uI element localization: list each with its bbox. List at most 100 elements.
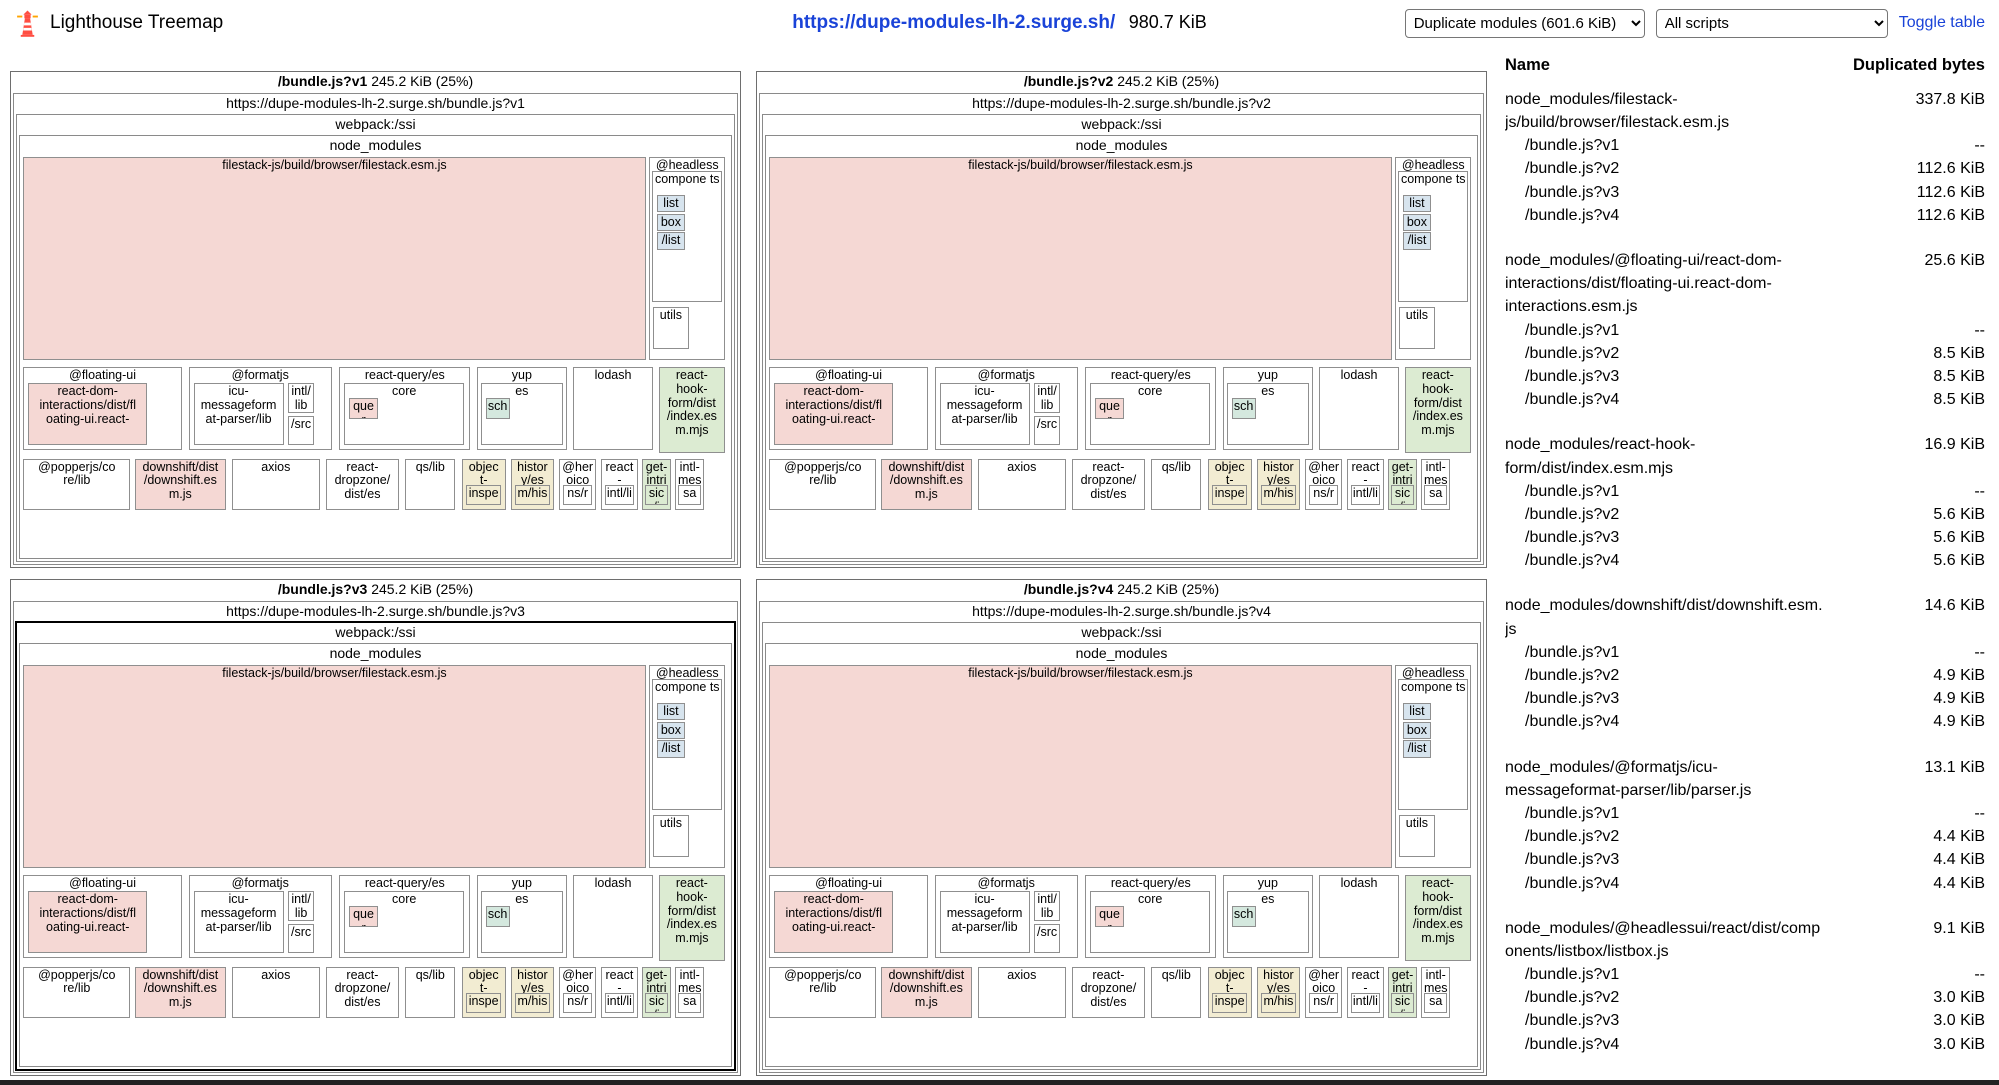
script-select[interactable]: All scripts: [1655, 8, 1888, 38]
script-node[interactable]: https://dupe-modules-lh-2.surge.sh/bundl…: [759, 601, 1484, 1073]
treemap-node[interactable]: yup es sch: [476, 367, 568, 450]
treemap-node[interactable]: core quer: [1090, 891, 1211, 953]
treemap-node[interactable]: ns/re: [1309, 993, 1339, 1014]
treemap-node[interactable]: @formatjs icu- messageform at-parser/lib i…: [934, 875, 1078, 958]
treemap-node[interactable]: es sch: [1227, 383, 1309, 445]
treemap-node[interactable]: /src: [1034, 415, 1060, 445]
treemap-node[interactable]: @headless compone ts list box/list utils: [1395, 664, 1472, 869]
treemap-node[interactable]: core quer: [344, 891, 465, 953]
treemap-node[interactable]: utils: [653, 306, 689, 350]
treemap-node[interactable]: intl- messag: [675, 458, 705, 511]
webpack-node[interactable]: webpack:/ssi node_modules filestack-js/bui…: [762, 622, 1481, 1070]
table-subrow[interactable]: /bundle.js?v4 5.6 KiB: [1505, 549, 1985, 572]
treemap-node[interactable]: es sch: [481, 891, 563, 953]
treemap-node[interactable]: lodash: [1319, 367, 1399, 450]
treemap-node[interactable]: get- intrinsic/i: [642, 458, 672, 511]
treemap-node[interactable]: ns/re: [1309, 485, 1339, 506]
treemap-node[interactable]: compone ts list box/list: [1398, 170, 1469, 302]
treemap-node[interactable]: box: [1403, 213, 1431, 232]
treemap-node[interactable]: react - intl/li: [601, 966, 638, 1019]
treemap-node[interactable]: sch: [1231, 906, 1256, 928]
treemap-node[interactable]: intl/lib: [288, 383, 314, 414]
treemap-node[interactable]: m/his: [514, 485, 550, 506]
treemap-node[interactable]: react- dropzone/ dist/es: [1072, 458, 1145, 511]
table-subrow[interactable]: /bundle.js?v2 8.5 KiB: [1505, 342, 1985, 365]
treemap-node[interactable]: inspe: [466, 993, 502, 1014]
treemap-node[interactable]: react - intl/li: [1347, 458, 1384, 511]
treemap-node[interactable]: yup es sch: [1222, 367, 1314, 450]
treemap-node[interactable]: react-dom- interactions/dist/fl oating-u…: [28, 383, 148, 445]
treemap-node[interactable]: react- dropzone/ dist/es: [326, 458, 399, 511]
treemap-node[interactable]: ns/re: [563, 485, 593, 506]
table-subrow[interactable]: /bundle.js?v3 4.9 KiB: [1505, 687, 1985, 710]
treemap-node[interactable]: react- dropzone/ dist/es: [1072, 966, 1145, 1019]
treemap-node[interactable]: react- hook- form/dist /index.es m.mjs: [659, 875, 725, 962]
treemap-node[interactable]: utils: [1399, 306, 1435, 350]
treemap-node[interactable]: react- hook- form/dist /index.es m.mjs: [659, 367, 725, 454]
treemap-node[interactable]: compone ts list box/list: [1398, 678, 1469, 810]
table-row-group[interactable]: node_modules/@floating-ui/react-dom-inte…: [1505, 249, 1985, 411]
treemap-node[interactable]: @floating-ui react-dom- interactions/dist…: [23, 875, 182, 958]
treemap-node[interactable]: sag: [678, 993, 702, 1014]
treemap-node[interactable]: sic/i: [1391, 993, 1414, 1014]
treemap-node[interactable]: lodash: [573, 367, 653, 450]
treemap-node[interactable]: qs/lib: [405, 966, 456, 1019]
node-modules-node[interactable]: node_modules filestack-js/build/browser/f…: [765, 135, 1478, 559]
treemap-node[interactable]: react-dom- interactions/dist/fl oating-u…: [774, 891, 894, 953]
table-subrow[interactable]: /bundle.js?v2 5.6 KiB: [1505, 503, 1985, 526]
treemap-node[interactable]: quer: [349, 906, 378, 928]
table-subrow[interactable]: /bundle.js?v4 8.5 KiB: [1505, 388, 1985, 411]
treemap-node[interactable]: axios: [977, 966, 1066, 1019]
treemap-node[interactable]: /list: [657, 740, 685, 758]
treemap-node[interactable]: react-dom- interactions/dist/fl oating-u…: [774, 383, 894, 445]
table-subrow[interactable]: /bundle.js?v3 112.6 KiB: [1505, 181, 1985, 204]
treemap-node[interactable]: intl/lib: [1034, 383, 1060, 414]
treemap-node[interactable]: compone ts list box/list: [652, 170, 723, 302]
treemap-node[interactable]: sag: [678, 485, 702, 506]
treemap-node[interactable]: objec t-inspe: [1207, 458, 1252, 511]
treemap-node[interactable]: @floating-ui react-dom- interactions/dist…: [769, 367, 928, 450]
treemap-node[interactable]: objec t-inspe: [461, 966, 506, 1019]
treemap-node[interactable]: histor y/es m/his: [1256, 458, 1301, 511]
table-subrow[interactable]: /bundle.js?v1 --: [1505, 641, 1985, 664]
script-node[interactable]: https://dupe-modules-lh-2.surge.sh/bundl…: [759, 93, 1484, 565]
table-subrow[interactable]: /bundle.js?v2 3.0 KiB: [1505, 986, 1985, 1009]
node-modules-node[interactable]: node_modules filestack-js/build/browser/f…: [19, 135, 732, 559]
treemap-node[interactable]: /src: [1034, 923, 1060, 953]
treemap-node[interactable]: intl/li: [604, 485, 634, 506]
treemap-node[interactable]: sag: [1424, 485, 1448, 506]
webpack-node[interactable]: webpack:/ssi node_modules filestack-js/bui…: [15, 621, 736, 1071]
treemap-node[interactable]: histor y/es m/his: [510, 458, 555, 511]
treemap-node[interactable]: @formatjs icu- messageform at-parser/lib i…: [188, 367, 332, 450]
treemap-node[interactable]: @headless compone ts list box/list utils: [649, 156, 726, 361]
script-node[interactable]: https://dupe-modules-lh-2.surge.sh/bundl…: [13, 93, 738, 565]
treemap-node[interactable]: utils: [653, 814, 689, 858]
treemap-node[interactable]: react - intl/li: [1347, 966, 1384, 1019]
treemap-node[interactable]: ns/re: [563, 993, 593, 1014]
treemap-node[interactable]: filestack-js/build/browser/filestack.esm…: [23, 664, 646, 869]
treemap-node[interactable]: @popperjs/co re/lib: [23, 966, 131, 1019]
treemap-node[interactable]: react- hook- form/dist /index.es m.mjs: [1405, 875, 1471, 962]
treemap-node[interactable]: icu- messageform at-parser/lib: [193, 891, 284, 953]
treemap-node[interactable]: inspe: [466, 485, 502, 506]
table-row-group[interactable]: node_modules/@formatjs/icu-messageformat…: [1505, 756, 1985, 895]
treemap-node[interactable]: downshift/dist /downshift.es m.js: [881, 458, 972, 511]
treemap-node[interactable]: histor y/es m/his: [1256, 966, 1301, 1019]
treemap-node[interactable]: histor y/es m/his: [510, 966, 555, 1019]
view-mode-select[interactable]: Duplicate modules (601.6 KiB): [1404, 8, 1645, 38]
treemap-node[interactable]: intl- messag: [1421, 458, 1451, 511]
table-subrow[interactable]: /bundle.js?v4 4.4 KiB: [1505, 872, 1985, 895]
treemap-node[interactable]: inspe: [1212, 485, 1248, 506]
treemap-node[interactable]: yup es sch: [1222, 875, 1314, 958]
treemap-node[interactable]: axios: [231, 966, 320, 1019]
treemap-node[interactable]: filestack-js/build/browser/filestack.esm…: [23, 156, 646, 361]
treemap-node[interactable]: es sch: [481, 383, 563, 445]
treemap-node[interactable]: core quer: [344, 383, 465, 445]
table-subrow[interactable]: /bundle.js?v3 5.6 KiB: [1505, 526, 1985, 549]
table-subrow[interactable]: /bundle.js?v3 4.4 KiB: [1505, 848, 1985, 871]
